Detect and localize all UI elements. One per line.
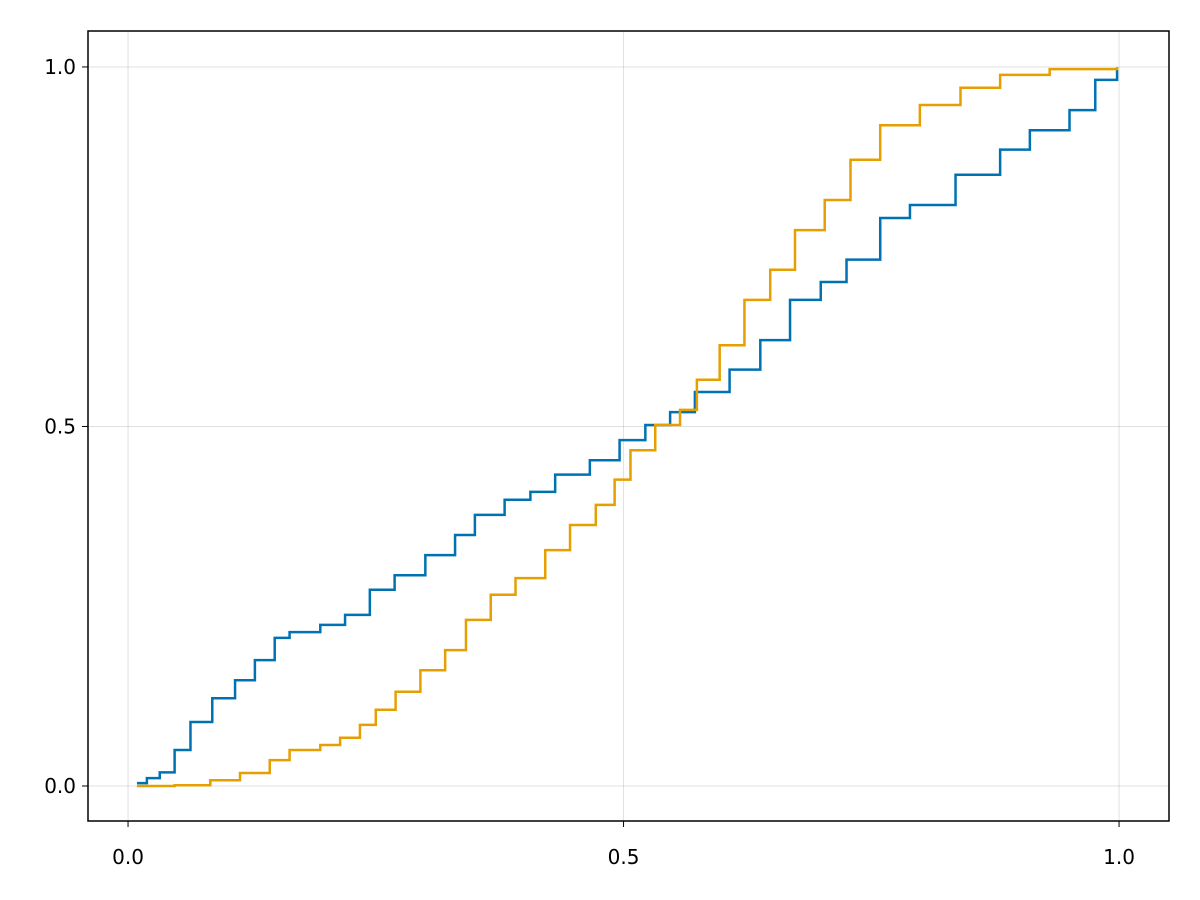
y-tick-label: 0.5 [44, 414, 76, 438]
y-tick-label: 1.0 [44, 55, 76, 79]
ecdf-line [136, 66, 1119, 788]
x-tick-label: 0.5 [608, 845, 640, 869]
y-tick-label: 0.0 [44, 774, 76, 798]
x-tick-label: 1.0 [1103, 845, 1135, 869]
ecdf-line [136, 69, 1119, 785]
x-tick-label: 0.0 [112, 845, 144, 869]
plot-frame [87, 30, 1170, 822]
